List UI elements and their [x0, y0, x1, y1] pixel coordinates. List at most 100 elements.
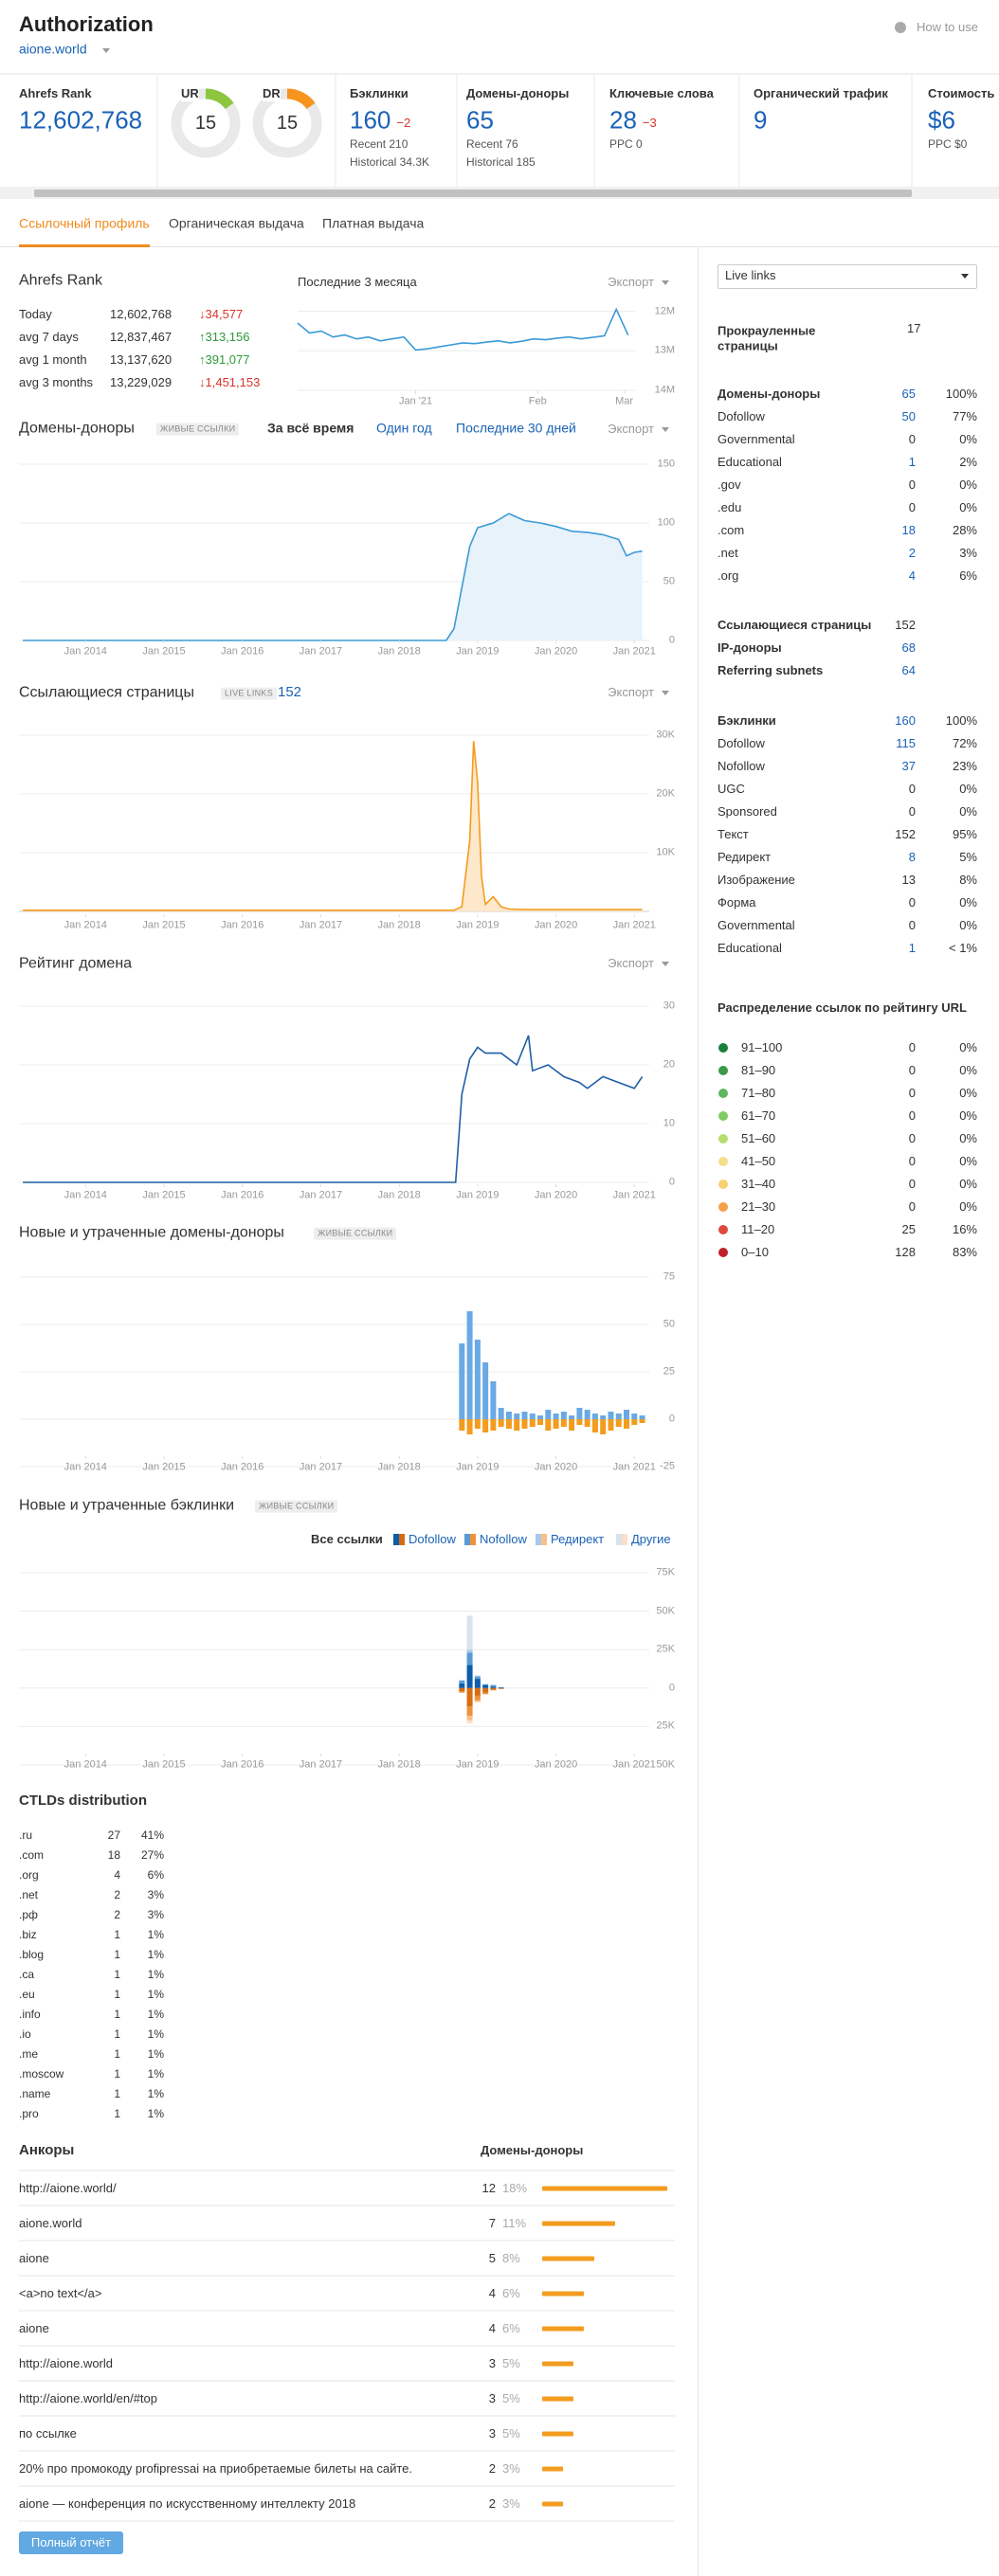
help-link[interactable]: How to use: [916, 20, 978, 35]
stat-value: 0: [908, 895, 916, 910]
stat-value: 25: [901, 1222, 916, 1237]
bar-new: [474, 1674, 481, 1676]
stat-value[interactable]: 2: [908, 546, 916, 561]
stat-value: 0: [908, 1040, 916, 1055]
stat-label: Governmental: [717, 918, 795, 933]
domain-link[interactable]: aione.world: [19, 41, 87, 57]
legend-label[interactable]: Dofollow: [409, 1532, 456, 1547]
stat-value[interactable]: 4: [908, 568, 916, 584]
button-label[interactable]: Полный отчёт: [30, 2535, 112, 2550]
anchor-text: aione: [19, 2321, 49, 2336]
anchor-pct: 18%: [502, 2181, 528, 2196]
period-filter[interactable]: Один год: [376, 420, 432, 436]
y-tick-label: 10: [663, 1117, 675, 1129]
x-tick-label: Jan 2021: [612, 645, 656, 658]
stat-value[interactable]: 1: [908, 941, 916, 956]
anchor-domains: 2: [488, 2461, 496, 2477]
stat-pct: 0%: [959, 500, 977, 515]
metric-label: UR: [181, 86, 199, 101]
x-tick-label: Jan 2021: [612, 1461, 656, 1473]
badge: ЖИВЫЕ ССЫЛКИ: [255, 1500, 338, 1513]
bar-new: [482, 1684, 489, 1685]
tab[interactable]: Ссылочный профиль: [19, 215, 150, 231]
divider: [0, 246, 999, 247]
section-title: Ahrefs Rank: [19, 272, 103, 289]
bar-lost: [459, 1419, 465, 1431]
y-tick-label: 50K: [656, 1758, 675, 1771]
tld: .blog: [19, 1947, 45, 1961]
stat-label: Ссылающиеся страницы: [717, 618, 872, 633]
stat-value[interactable]: 68: [901, 640, 916, 656]
stat-value[interactable]: 115: [896, 736, 916, 751]
y-tick-label: 25K: [656, 1643, 675, 1655]
anchor-text: aione.world: [19, 2216, 82, 2231]
dropdown-caret: [961, 274, 969, 279]
stat-value[interactable]: 18: [901, 523, 916, 538]
y-tick-label: 30: [663, 1000, 675, 1012]
stat-value[interactable]: 37: [901, 759, 916, 774]
y-tick-label: 0: [668, 1413, 675, 1425]
dropdown[interactable]: [717, 264, 977, 289]
rating-dot: [718, 1225, 728, 1234]
tab[interactable]: Платная выдача: [322, 215, 425, 231]
export-button[interactable]: Экспорт: [608, 275, 654, 290]
x-tick-label: Jan 2014: [64, 1758, 107, 1771]
legend-swatch: [470, 1534, 476, 1545]
stat-pct: 72%: [952, 736, 977, 751]
tld: .name: [19, 2086, 51, 2100]
stat-value[interactable]: 50: [901, 409, 916, 424]
anchor-pct: 6%: [502, 2321, 520, 2336]
tld-count: 18: [107, 1847, 120, 1862]
stat-pct: 0%: [959, 1199, 977, 1215]
period-filter[interactable]: За всё время: [267, 420, 354, 436]
stat-value: 152: [895, 827, 916, 842]
bar-new: [584, 1410, 590, 1419]
stat-label: Educational: [717, 455, 782, 470]
anchor-domains: 5: [488, 2251, 496, 2266]
dropdown-label[interactable]: Live links: [725, 268, 776, 283]
metric-detail: Historical 34.3K: [350, 154, 430, 169]
bar-new: [514, 1414, 520, 1419]
legend-all[interactable]: Все ссылки: [311, 1532, 383, 1547]
tld: .com: [19, 1847, 45, 1862]
donut-value: 15: [194, 113, 217, 134]
stat-value[interactable]: 160: [895, 713, 916, 729]
rank-value: 12,837,467: [110, 330, 173, 345]
export-button[interactable]: Экспорт: [608, 422, 654, 437]
anchor-text: http://aione.world/en/#top: [19, 2391, 157, 2406]
stat-label: UGC: [717, 782, 745, 797]
bar-lost: [505, 1419, 512, 1429]
rating-dot: [718, 1134, 728, 1144]
stat-value[interactable]: 1: [908, 455, 916, 470]
bar-new: [459, 1343, 465, 1419]
metric-label: Органический трафик: [754, 86, 888, 101]
stat-value[interactable]: 65: [901, 387, 916, 402]
tab[interactable]: Органическая выдача: [169, 215, 304, 231]
bar-lost: [466, 1419, 473, 1434]
stat-label: IP-доноры: [717, 640, 782, 656]
bar-new: [600, 1415, 607, 1419]
stat-value[interactable]: 64: [901, 663, 916, 678]
stat-value: 0: [908, 1063, 916, 1078]
full-report-button[interactable]: [19, 2531, 123, 2554]
export-button[interactable]: Экспорт: [608, 956, 654, 971]
caret: [662, 427, 669, 432]
tld-count: 4: [114, 1867, 120, 1882]
rank-change: ↓34,577: [199, 307, 244, 322]
stat-pct: 0%: [959, 918, 977, 933]
rating-range: 51–60: [741, 1131, 776, 1146]
period-filter[interactable]: Последние 30 дней: [456, 420, 576, 436]
badge: LIVE LINKS: [221, 687, 278, 700]
bar-new: [459, 1680, 465, 1684]
legend-label[interactable]: Редирект: [551, 1532, 605, 1547]
rating-dot: [718, 1111, 728, 1121]
metric-detail: Recent 76: [466, 136, 518, 151]
bar-lost: [466, 1720, 473, 1724]
legend-label[interactable]: Nofollow: [480, 1532, 527, 1547]
stat-label: Dofollow: [717, 736, 765, 751]
tld-pct: 3%: [147, 1887, 164, 1901]
bar-lost: [466, 1706, 473, 1717]
stat-value[interactable]: 8: [908, 850, 916, 865]
legend-label[interactable]: Другие: [631, 1532, 671, 1547]
export-button[interactable]: Экспорт: [608, 685, 654, 700]
